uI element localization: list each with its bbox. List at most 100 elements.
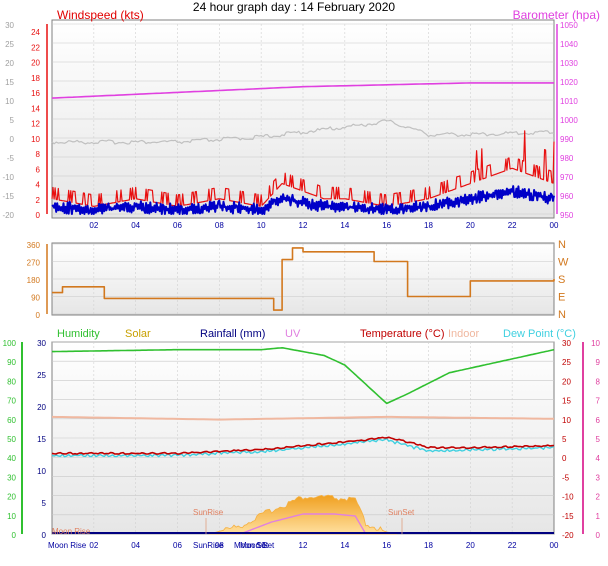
uv-tick: 2 — [596, 493, 601, 502]
wind-inner-tick: 10 — [31, 135, 40, 144]
x-tick-label: 18 — [424, 221, 433, 230]
rainfall-tick: 15 — [37, 435, 46, 444]
baro-tick: 980 — [560, 154, 574, 163]
rainfall-tick: 10 — [37, 467, 46, 476]
wind-series — [51, 82, 555, 215]
wind-outer-tick: -5 — [7, 154, 15, 163]
x-tick-label: 12 — [299, 541, 308, 550]
annotation-label: Moon Rise — [48, 541, 87, 550]
wind-gridlines — [52, 23, 554, 215]
rainfall-tick: 20 — [37, 403, 46, 412]
wind-inner-tick: 2 — [36, 196, 41, 205]
rainfall-tick: 0 — [42, 531, 47, 540]
wind-direction-line — [52, 247, 555, 311]
direction-compass-tick: S — [558, 274, 565, 286]
baro-tick: 970 — [560, 173, 574, 182]
rainfall-tick: 30 — [37, 339, 46, 348]
x-tick-label: 02 — [89, 221, 98, 230]
wind-outer-tick: 15 — [5, 78, 14, 87]
annotation-label: Moon Set — [240, 541, 275, 550]
temperature-left-inner-ticks: 30 25 20 15 10 5 0 — [37, 339, 46, 540]
direction-degree-tick: 0 — [36, 311, 41, 320]
wind-inner-tick: 12 — [31, 120, 40, 129]
wind-inner-tick: 14 — [31, 104, 40, 113]
temperature-tick: 0 — [562, 454, 567, 463]
legend-item: Indoor — [448, 328, 480, 340]
legend-item: UV — [285, 328, 301, 340]
wind-outer-tick: -10 — [2, 173, 14, 182]
x-tick-label: 00 — [550, 541, 559, 550]
temperature-tick: -10 — [562, 493, 574, 502]
wind-outer-tick: 20 — [5, 59, 14, 68]
x-tick-label: 06 — [173, 221, 182, 230]
baro-tick: 1020 — [560, 78, 578, 87]
x-tick-label: 08 — [215, 541, 224, 550]
wind-outer-tick: 25 — [5, 40, 14, 49]
annotation-label: Moon Rise — [52, 527, 91, 536]
humidity-tick: 60 — [7, 416, 16, 425]
windspeed-axis-title: Windspeed (kts) — [57, 8, 144, 22]
direction-degree-tick: 270 — [27, 259, 41, 268]
direction-left-ticks: 360 270 180 90 0 — [27, 241, 48, 320]
humidity-tick: 20 — [7, 493, 16, 502]
x-tick-label: 02 — [89, 541, 98, 550]
barometer-axis-title: Barometer (hpa) — [513, 8, 600, 22]
x-tick-label: 08 — [215, 221, 224, 230]
indoor-temperature-line — [51, 415, 555, 421]
legend-item: Rainfall (mm) — [200, 328, 265, 340]
wind-inner-tick: 16 — [31, 89, 40, 98]
x-tick-label: 20 — [466, 541, 475, 550]
wind-inner-tick: 22 — [31, 43, 40, 52]
humidity-tick: 30 — [7, 473, 16, 482]
direction-compass-tick: W — [558, 257, 569, 269]
rainfall-tick: 25 — [37, 371, 46, 380]
baro-tick: 1030 — [560, 59, 578, 68]
x-tick-label: 14 — [340, 221, 349, 230]
wind-outer-tick: -20 — [2, 211, 14, 220]
annotation-label: SunSet — [388, 508, 415, 517]
temperature-tick: 15 — [562, 397, 571, 406]
x-tick-label: 16 — [382, 221, 391, 230]
humidity-tick: 100 — [3, 339, 17, 348]
uv-tick: 5 — [596, 435, 601, 444]
annotation-label: SunRise — [193, 541, 224, 550]
temperature-legend: Humidity Solar Rainfall (mm) UV Temperature … — [57, 328, 576, 340]
humidity-tick: 0 — [12, 531, 17, 540]
temperature-x-ticks: 02 04 06 08 10 12 14 16 18 20 22 00 — [89, 541, 559, 550]
dew-point-line — [51, 437, 555, 458]
wind-inner-tick: 24 — [31, 28, 40, 37]
humidity-tick: 10 — [7, 512, 16, 521]
wind-inner-tick: 8 — [36, 150, 41, 159]
humidity-tick: 50 — [7, 435, 16, 444]
direction-degree-tick: 360 — [27, 241, 41, 250]
uv-tick: 10 — [591, 339, 600, 348]
uv-tick: 1 — [596, 512, 601, 521]
wind-left-outer-ticks: 30 25 20 15 10 5 0 -5 -10 -15 -20 — [2, 21, 14, 220]
temperature-tick: -20 — [562, 531, 574, 540]
baro-tick: 1010 — [560, 97, 578, 106]
x-tick-label: 22 — [508, 541, 517, 550]
wind-outer-tick: 5 — [10, 116, 15, 125]
x-tick-label: 20 — [466, 221, 475, 230]
uv-tick: 6 — [596, 416, 601, 425]
wind-outer-tick: 10 — [5, 97, 14, 106]
temperature-right-inner-ticks: 30 25 20 15 10 5 0 -5 -10 -15 -20 — [562, 339, 574, 540]
x-tick-label: 14 — [340, 541, 349, 550]
direction-compass-tick: N — [558, 239, 566, 251]
baro-tick: 1050 — [560, 21, 578, 30]
uv-tick: 3 — [596, 473, 601, 482]
direction-series — [52, 247, 555, 311]
wind-x-ticks: 02 04 06 08 10 12 14 16 18 20 22 00 — [89, 221, 559, 230]
temperature-trace-grey — [51, 119, 555, 145]
x-tick-label: 00 — [550, 221, 559, 230]
humidity-tick: 90 — [7, 358, 16, 367]
x-tick-label: 10 — [257, 541, 266, 550]
direction-compass-tick: E — [558, 292, 565, 304]
humidity-tick: 40 — [7, 454, 16, 463]
uv-tick: 4 — [596, 454, 601, 463]
temperature-tick: -5 — [562, 473, 570, 482]
wind-outer-tick: 0 — [10, 135, 15, 144]
